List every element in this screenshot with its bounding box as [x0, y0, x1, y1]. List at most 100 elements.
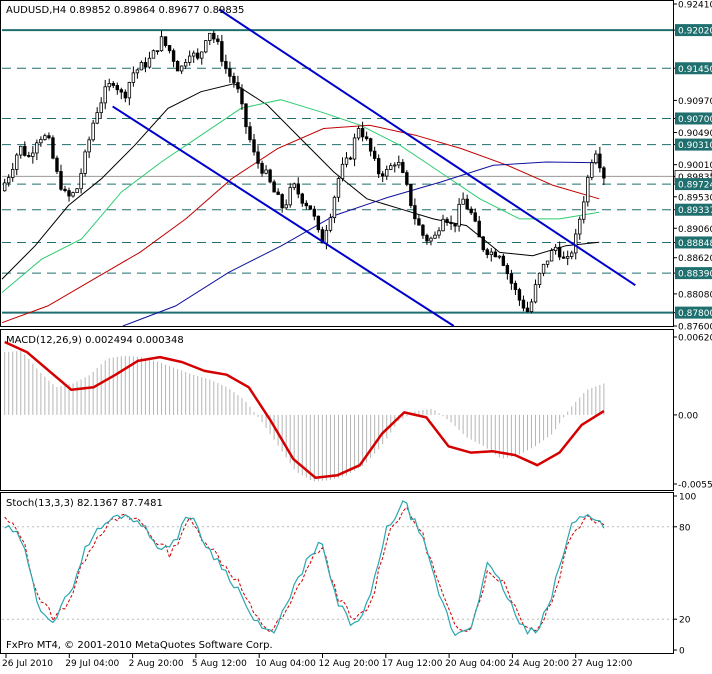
candle [175, 60, 180, 72]
candle [421, 224, 425, 239]
candle [252, 133, 256, 156]
candle [429, 236, 433, 246]
time-tick-label: 29 Jul 04:00 [65, 659, 119, 669]
candle [7, 174, 11, 187]
candle [602, 166, 606, 186]
price-tick-label: 0.92020 [678, 27, 712, 37]
candle [212, 30, 216, 43]
candle [200, 51, 204, 65]
candle [372, 146, 377, 161]
candle [376, 154, 381, 178]
stoch-tick-label: 100 [679, 493, 696, 503]
stoch-tick-label: 0 [679, 647, 685, 657]
candle [489, 248, 493, 262]
candle [55, 155, 59, 175]
candle [228, 61, 232, 83]
candle [107, 78, 111, 91]
candle [236, 75, 240, 93]
candle [405, 170, 409, 187]
candle [521, 295, 526, 312]
candle [11, 162, 15, 182]
price-tick-label: 0.90310 [678, 141, 712, 151]
candle [308, 205, 313, 210]
candle [87, 136, 91, 159]
candle [389, 162, 393, 171]
candle [300, 192, 304, 207]
candle [397, 155, 401, 169]
candle [296, 177, 300, 199]
candle [91, 119, 95, 142]
candle [485, 247, 489, 259]
candle [425, 233, 429, 245]
candle [171, 48, 176, 68]
candle [453, 223, 457, 233]
candle [119, 87, 124, 100]
candle [352, 133, 357, 167]
stoch-d-line [4, 506, 605, 634]
candle [204, 40, 208, 54]
candle [47, 132, 51, 140]
candle [328, 213, 333, 233]
candle [332, 195, 337, 224]
candle [147, 51, 152, 69]
candle [131, 66, 136, 87]
candle [292, 182, 296, 191]
candle [344, 152, 349, 168]
candle [43, 133, 47, 141]
channel-upper-line [218, 8, 636, 286]
time-tick-label: 5 Aug 12:00 [192, 659, 247, 669]
price-tick-label: 0.89835 [678, 173, 712, 183]
candle [135, 68, 140, 79]
price-tick-label: 0.90010 [678, 161, 712, 171]
price-tick-label: 0.90970 [678, 97, 712, 107]
candle [183, 58, 188, 70]
candle [240, 84, 244, 110]
candle [15, 152, 19, 176]
candle [545, 260, 550, 268]
price-tick-label: 0.88080 [678, 290, 712, 300]
candle [280, 193, 284, 213]
time-tick-label: 12 Aug 20:00 [319, 659, 380, 669]
price-panel [0, 0, 674, 327]
candle [99, 97, 103, 119]
candle [35, 139, 39, 161]
candle [385, 165, 389, 180]
candle [401, 159, 405, 174]
price-tick-label: 0.89337 [678, 206, 712, 216]
candle [288, 183, 292, 208]
candle [139, 60, 144, 71]
stoch-tick-label: 20 [679, 616, 691, 626]
candle [79, 168, 83, 194]
candle [437, 227, 441, 239]
candle [364, 131, 369, 141]
candle [433, 231, 437, 239]
candle [67, 187, 71, 202]
price-tick-label: 0.92410 [678, 1, 712, 11]
candle [465, 194, 469, 210]
candle [272, 179, 276, 193]
time-tick-label: 10 Aug 04:00 [255, 659, 316, 669]
ma-blue-line [122, 161, 600, 327]
time-tick-label: 26 Jul 2010 [2, 659, 53, 669]
candle [167, 45, 172, 54]
candle [316, 215, 321, 233]
candle [417, 214, 421, 226]
candle [368, 137, 373, 157]
candle [360, 121, 365, 142]
candle [557, 241, 562, 261]
price-tick-label: 0.87800 [678, 309, 712, 319]
candle [513, 280, 518, 296]
candle [71, 191, 75, 198]
macd-tick-label: 0.00620 [678, 334, 712, 344]
time-tick-label: 20 Aug 04:00 [445, 659, 506, 669]
candle [187, 50, 192, 66]
candle [493, 249, 498, 258]
candle [63, 185, 67, 193]
stoch-title: Stoch(13,3,3) 82.1367 87.7481 [6, 498, 163, 509]
candle [179, 65, 184, 74]
candle [75, 188, 79, 194]
candle [541, 263, 546, 277]
candle [2, 178, 7, 192]
candle [23, 141, 27, 157]
candle [525, 301, 530, 313]
